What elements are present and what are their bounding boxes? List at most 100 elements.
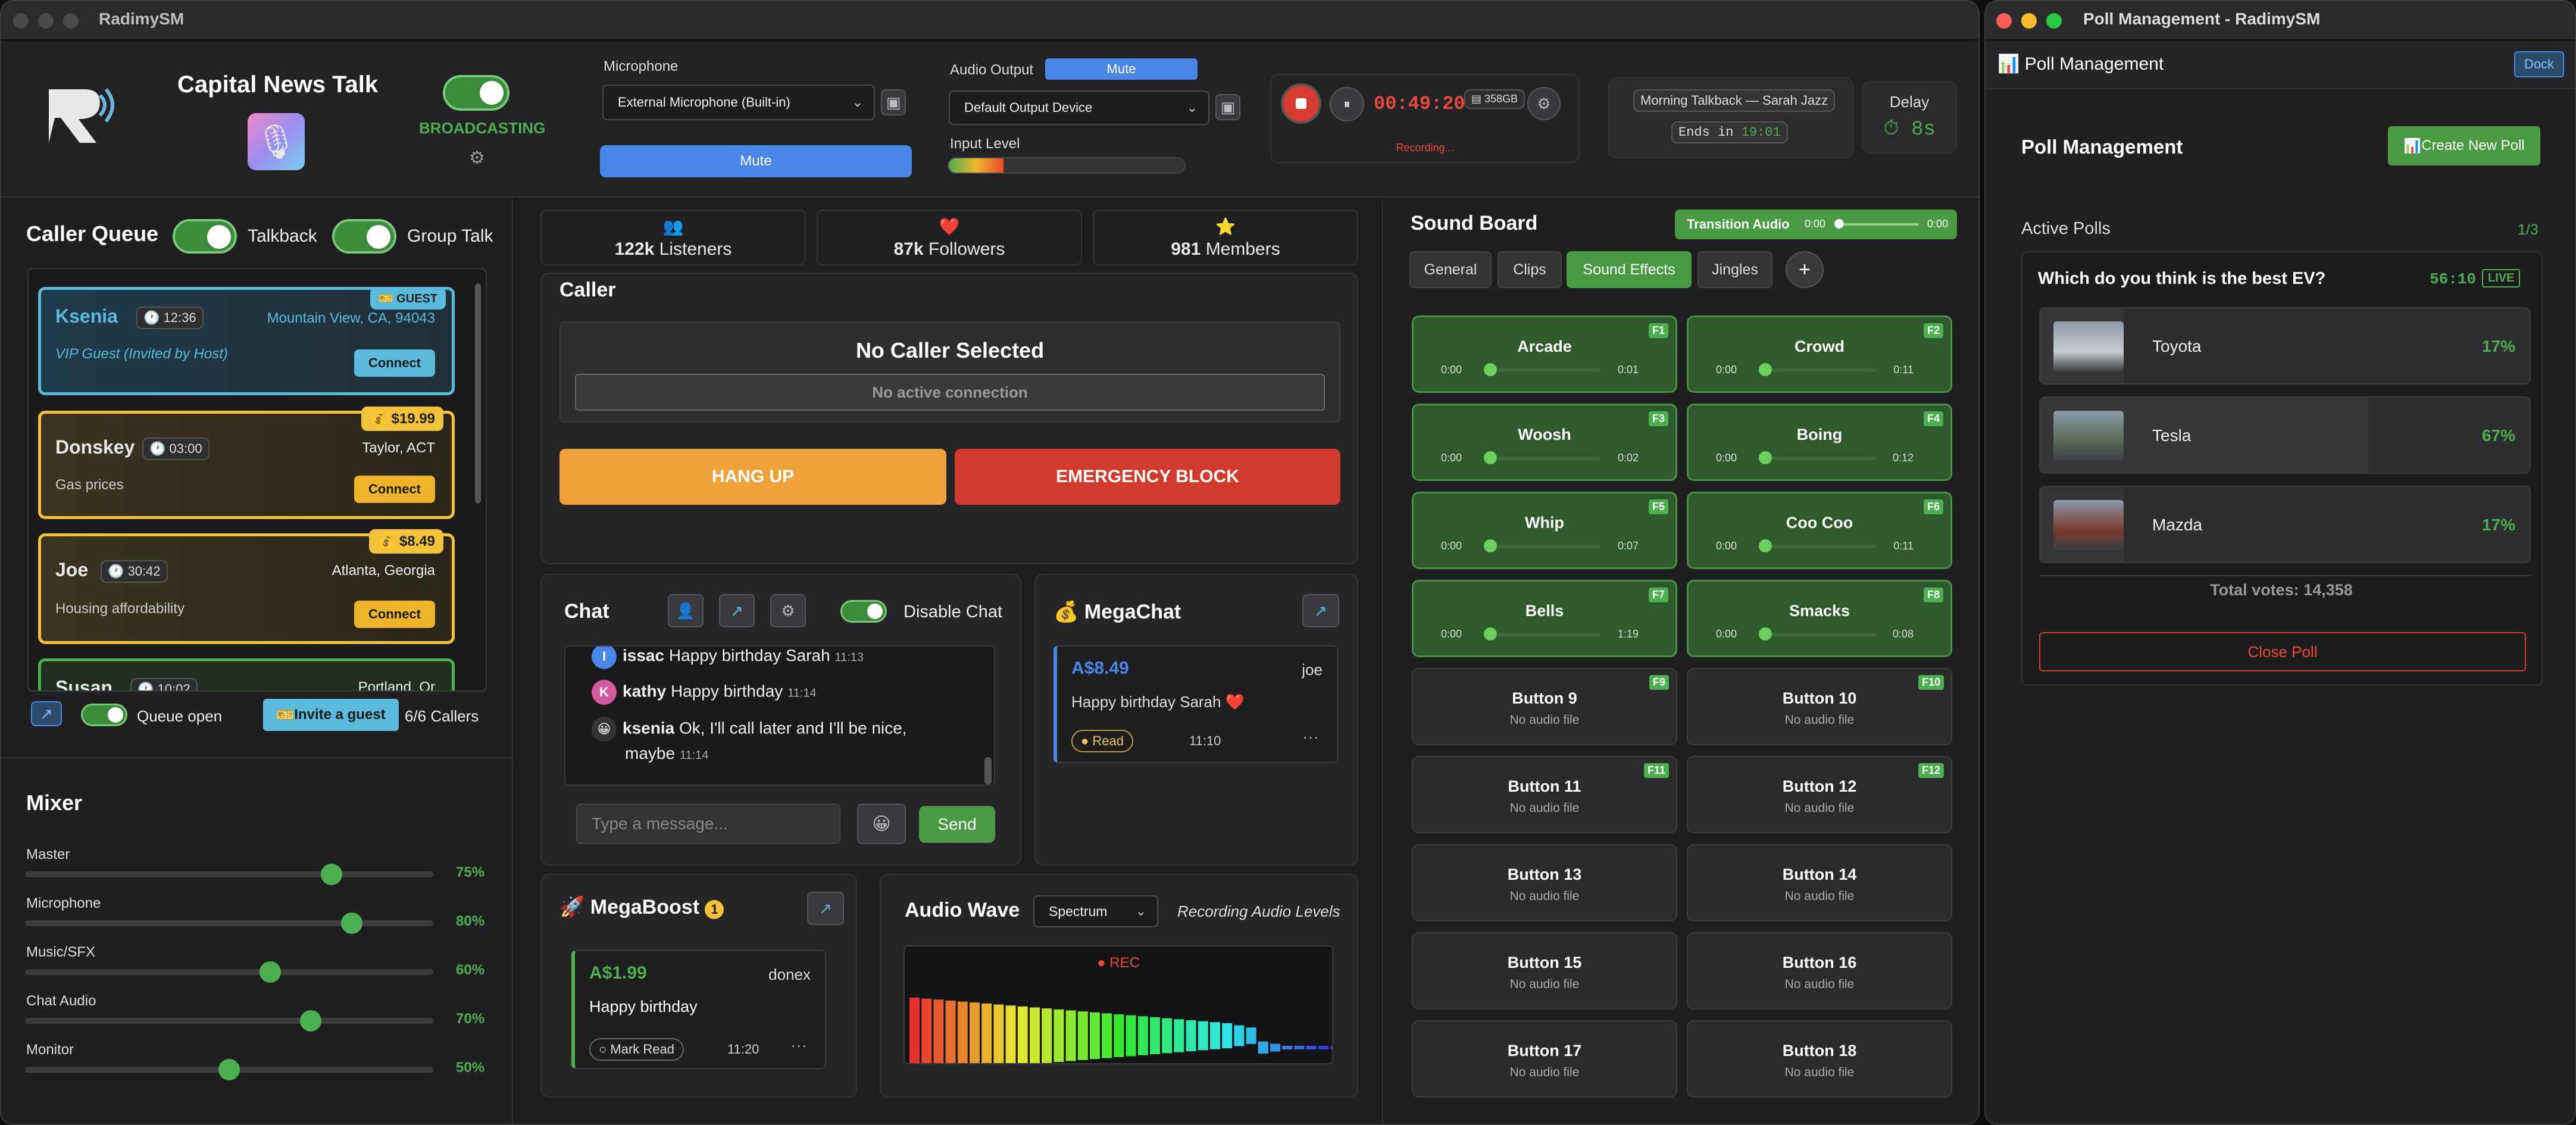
connect-button[interactable]: Connect (354, 601, 435, 628)
connect-button[interactable]: Connect (354, 349, 435, 377)
poll-option[interactable]: Tesla 67% (2039, 396, 2531, 474)
popout-icon[interactable]: ↗ (807, 892, 844, 925)
chat-scrollbar[interactable] (984, 757, 992, 785)
minimize-window-button[interactable] (38, 13, 54, 29)
microphone-settings-icon[interactable]: ▣ (881, 89, 906, 115)
pad-progress-knob[interactable] (1759, 627, 1772, 640)
mixer-slider-track[interactable] (25, 969, 433, 975)
sound-pad[interactable]: Button 17 No audio file (1412, 1020, 1677, 1098)
sound-pad[interactable]: Button 10 F10 No audio file (1687, 668, 1952, 745)
sound-pad[interactable]: Coo Coo F6 0:00 0:11 (1687, 492, 1952, 569)
mixer-slider-track[interactable] (25, 920, 433, 926)
talkback-toggle[interactable] (173, 219, 237, 254)
pad-progress-track[interactable] (1489, 633, 1600, 636)
sound-pad[interactable]: Button 16 No audio file (1687, 932, 1952, 1010)
pad-progress-track[interactable] (1489, 368, 1600, 372)
pad-progress-knob[interactable] (1484, 363, 1497, 376)
pad-progress-knob[interactable] (1759, 451, 1772, 464)
popout-icon[interactable]: ↗ (719, 594, 755, 627)
pad-progress-track[interactable] (1764, 457, 1875, 460)
transition-track[interactable] (1836, 223, 1919, 226)
poll-option[interactable]: Toyota 17% (2039, 307, 2531, 385)
disable-chat-toggle[interactable] (840, 600, 887, 623)
connect-button[interactable]: Connect (354, 476, 435, 503)
sound-pad[interactable]: Button 9 F9 No audio file (1412, 668, 1677, 745)
more-icon[interactable]: ··· (1302, 727, 1319, 746)
recording-settings-icon[interactable]: ⚙ (1527, 87, 1561, 120)
read-badge[interactable]: ● Read (1071, 730, 1133, 752)
more-icon[interactable]: ··· (790, 1036, 807, 1054)
chat-input[interactable]: Type a message... (576, 804, 840, 844)
close-window-button[interactable] (13, 13, 29, 29)
poll-option[interactable]: Mazda 17% (2039, 486, 2531, 563)
station-artwork-microphone-icon[interactable]: 🎙 (248, 113, 305, 170)
minimize-window-button[interactable] (2021, 13, 2037, 29)
output-settings-icon[interactable]: ▣ (1215, 94, 1240, 120)
queue-open-toggle[interactable] (81, 704, 127, 726)
record-stop-button[interactable] (1281, 83, 1321, 124)
close-poll-button[interactable]: Close Poll (2039, 632, 2526, 671)
mixer-slider-knob[interactable] (340, 912, 362, 934)
pause-icon[interactable]: ⏸ (1330, 87, 1364, 121)
sound-pad[interactable]: Button 11 F11 No audio file (1412, 756, 1677, 833)
caller-card-joe[interactable]: Joe 🕐 30:42 Atlanta, Georgia Housing aff… (38, 529, 455, 644)
tab-clips[interactable]: Clips (1498, 251, 1562, 288)
tab-sound-effects[interactable]: Sound Effects (1567, 251, 1692, 288)
pad-progress-knob[interactable] (1484, 451, 1497, 464)
transition-knob[interactable] (1834, 219, 1844, 229)
pad-progress-track[interactable] (1764, 545, 1875, 548)
caller-card-ksenia[interactable]: Ksenia 🕐 12:36 Mountain View, CA, 94043 … (38, 287, 455, 395)
sound-pad[interactable]: Boing F4 0:00 0:12 (1687, 404, 1952, 481)
pad-progress-knob[interactable] (1759, 363, 1772, 376)
caller-card-donskey[interactable]: Donskey 🕐 03:00 Taylor, ACT Gas prices 💰… (38, 407, 455, 519)
pad-progress-knob[interactable] (1484, 539, 1497, 552)
send-button[interactable]: Send (919, 806, 995, 843)
create-poll-button[interactable]: 📊 Create New Poll (2388, 126, 2540, 165)
sound-pad[interactable]: Bells F7 0:00 1:19 (1412, 580, 1677, 657)
mixer-slider-track[interactable] (25, 871, 433, 877)
zoom-window-button[interactable] (63, 13, 79, 29)
popout-icon[interactable]: ↗ (31, 701, 62, 726)
sound-pad[interactable]: Button 18 No audio file (1687, 1020, 1952, 1098)
mixer-slider-knob[interactable] (259, 961, 281, 983)
sound-pad[interactable]: Button 13 No audio file (1412, 844, 1677, 921)
pad-progress-track[interactable] (1489, 457, 1600, 460)
mark-read-button[interactable]: ○ Mark Read (589, 1038, 684, 1061)
pad-progress-knob[interactable] (1759, 539, 1772, 552)
mixer-slider-track[interactable] (25, 1018, 433, 1024)
sound-pad[interactable]: Smacks F8 0:00 0:08 (1687, 580, 1952, 657)
mixer-slider-knob[interactable] (320, 864, 342, 885)
sound-pad[interactable]: Arcade F1 0:00 0:01 (1412, 315, 1677, 393)
mic-mute-button[interactable]: Mute (600, 145, 912, 177)
dock-button[interactable]: Dock (2514, 51, 2564, 77)
sound-pad[interactable]: Button 15 No audio file (1412, 932, 1677, 1010)
output-mute-button[interactable]: Mute (1045, 58, 1198, 80)
invite-guest-button[interactable]: 🎫 Invite a guest (263, 699, 399, 731)
mixer-slider-knob[interactable] (218, 1059, 240, 1080)
emergency-block-button[interactable]: EMERGENCY BLOCK (955, 449, 1340, 505)
gear-icon[interactable]: ⚙ (469, 148, 485, 168)
sound-pad[interactable]: Crowd F2 0:00 0:11 (1687, 315, 1952, 393)
broadcast-toggle[interactable] (443, 75, 509, 111)
popout-icon[interactable]: ↗ (1302, 594, 1339, 627)
mixer-slider-knob[interactable] (300, 1010, 322, 1032)
zoom-window-button[interactable] (2046, 13, 2062, 29)
pad-progress-track[interactable] (1489, 545, 1600, 548)
emoji-icon[interactable]: 😀 (857, 804, 906, 844)
audio-output-select[interactable]: Default Output Device ⌄ (949, 90, 1209, 125)
sound-pad[interactable]: Button 12 F12 No audio file (1687, 756, 1952, 833)
user-icon[interactable]: 👤 (668, 594, 704, 627)
pad-progress-track[interactable] (1764, 633, 1875, 636)
chat-settings-icon[interactable]: ⚙ (770, 594, 806, 627)
wave-mode-select[interactable]: Spectrum ⌄ (1033, 895, 1158, 927)
sound-pad[interactable]: Woosh F3 0:00 0:02 (1412, 404, 1677, 481)
sound-pad[interactable]: Whip F5 0:00 0:07 (1412, 492, 1677, 569)
close-window-button[interactable] (1996, 13, 2012, 29)
add-tab-button[interactable]: + (1786, 251, 1824, 288)
tab-general[interactable]: General (1409, 251, 1492, 288)
group-talk-toggle[interactable] (332, 219, 396, 254)
caller-card-susan[interactable]: Susan 🕐 10:02 Portland, Or (38, 658, 455, 690)
pad-progress-track[interactable] (1764, 368, 1875, 372)
tab-jingles[interactable]: Jingles (1697, 251, 1772, 288)
pad-progress-knob[interactable] (1484, 627, 1497, 640)
